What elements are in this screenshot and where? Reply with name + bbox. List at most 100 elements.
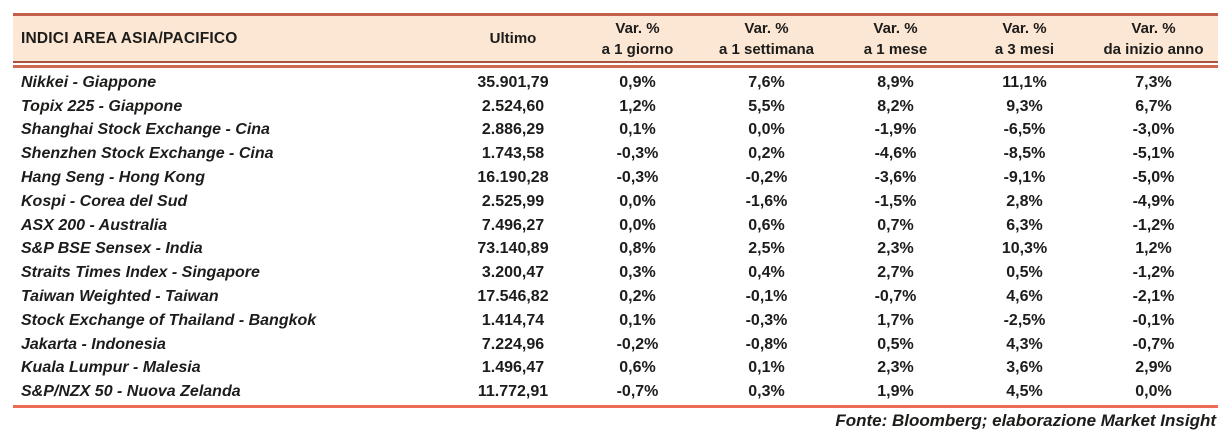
value-cell: 9,3% [1006, 97, 1043, 115]
value-cell: 4,6% [1006, 288, 1043, 306]
value-cell: 0,1% [748, 359, 785, 377]
var-percent-label: Var. % [615, 19, 660, 37]
value-cell: 5,5% [748, 97, 785, 115]
value-cell: -1,9% [874, 121, 917, 139]
value-cell: 7,3% [1135, 73, 1172, 91]
index-name: S&P/NZX 50 - Nuova Zelanda [21, 383, 241, 401]
value-cell: 73.140,89 [477, 240, 549, 258]
value-cell: -1,2% [1132, 216, 1175, 234]
value-cell: 0,0% [748, 121, 785, 139]
value-cell: -0,7% [616, 383, 659, 401]
value-cell: 1,2% [619, 97, 656, 115]
var-period-label: a 1 mese [863, 40, 928, 58]
column-header-var-3: Var. % a 3 mesi [960, 18, 1089, 60]
value-cell: 8,2% [877, 97, 914, 115]
value-cell: -0,7% [874, 288, 917, 306]
value-cell: 2.525,99 [481, 192, 545, 210]
value-cell: 0,2% [748, 145, 785, 163]
value-cell: 2,9% [1135, 359, 1172, 377]
table-source: Fonte: Bloomberg; elaborazione Market In… [835, 411, 1216, 431]
value-cell: 1.414,74 [481, 311, 545, 329]
value-cell: -1,5% [874, 192, 917, 210]
column-header-var-1: Var. % a 1 settimana [702, 18, 831, 60]
table-row: Topix 225 - Giappone 2.524,60 1,2% 5,5% 8,2%… [13, 95, 1218, 119]
table-row: Hang Seng - Hong Kong 16.190,28 -0,3% -0,2%… [13, 166, 1218, 190]
value-cell: 4,5% [1006, 383, 1043, 401]
value-cell: -1,2% [1132, 264, 1175, 282]
index-name: ASX 200 - Australia [21, 216, 168, 234]
value-cell: -5,0% [1132, 169, 1175, 187]
index-name: Shenzhen Stock Exchange - Cina [21, 145, 274, 163]
value-cell: 0,8% [619, 240, 656, 258]
value-cell: -2,1% [1132, 288, 1175, 306]
value-cell: -0,2% [745, 169, 788, 187]
value-cell: -3,6% [874, 169, 917, 187]
value-cell: 3.200,47 [481, 264, 545, 282]
value-cell: 1,7% [877, 311, 914, 329]
value-cell: 0,5% [1006, 264, 1043, 282]
value-cell: 1,2% [1135, 240, 1172, 258]
value-cell: -2,5% [1003, 311, 1046, 329]
index-name: Kuala Lumpur - Malesia [21, 359, 201, 377]
value-cell: 2,8% [1006, 192, 1043, 210]
column-header-var-0: Var. % a 1 giorno [573, 18, 702, 60]
value-cell: 8,9% [877, 73, 914, 91]
table-row: Shanghai Stock Exchange - Cina 2.886,29 0,… [13, 119, 1218, 143]
value-cell: 4,3% [1006, 335, 1043, 353]
column-header-ultimo: Ultimo [489, 30, 537, 47]
value-cell: -0,1% [1132, 311, 1175, 329]
value-cell: 0,7% [877, 216, 914, 234]
value-cell: 0,1% [619, 121, 656, 139]
value-cell: 1.743,58 [481, 145, 545, 163]
value-cell: 0,6% [619, 359, 656, 377]
index-name: Hang Seng - Hong Kong [21, 169, 205, 187]
value-cell: -0,3% [616, 145, 659, 163]
var-period-label: a 1 giorno [601, 40, 674, 58]
value-cell: -0,3% [745, 311, 788, 329]
var-period-label: a 3 mesi [994, 40, 1055, 58]
value-cell: 7,6% [748, 73, 785, 91]
value-cell: -0,8% [745, 335, 788, 353]
value-cell: 1,9% [877, 383, 914, 401]
table-row: Kospi - Corea del Sud 2.525,99 0,0% -1,6% -1… [13, 190, 1218, 214]
table-row: S&P/NZX 50 - Nuova Zelanda 11.772,91 -0,7%… [13, 380, 1218, 404]
table-row: Kuala Lumpur - Malesia 1.496,47 0,6% 0,1% 2,… [13, 357, 1218, 381]
value-cell: -4,6% [874, 145, 917, 163]
value-cell: 0,6% [748, 216, 785, 234]
index-name: Topix 225 - Giappone [21, 97, 183, 115]
table-body: Nikkei - Giappone 35.901,79 0,9% 7,6% 8,9% 11… [13, 68, 1218, 404]
value-cell: 2,7% [877, 264, 914, 282]
value-cell: 0,3% [748, 383, 785, 401]
value-cell: 0,5% [877, 335, 914, 353]
var-period-label: da inizio anno [1103, 40, 1204, 58]
value-cell: 0,1% [619, 311, 656, 329]
value-cell: 2.524,60 [481, 97, 545, 115]
value-cell: 0,2% [619, 288, 656, 306]
index-name: Nikkei - Giappone [21, 73, 157, 91]
value-cell: 11,1% [1002, 73, 1047, 91]
value-cell: -0,1% [745, 288, 788, 306]
table-row: Stock Exchange of Thailand - Bangkok 1.41… [13, 309, 1218, 333]
value-cell: 6,7% [1135, 97, 1172, 115]
value-cell: -4,9% [1132, 192, 1175, 210]
table-row: Straits Times Index - Singapore 3.200,47 0… [13, 261, 1218, 285]
var-percent-label: Var. % [744, 19, 789, 37]
value-cell: -1,6% [745, 192, 788, 210]
value-cell: 2,5% [748, 240, 785, 258]
table-row: ASX 200 - Australia 7.496,27 0,0% 0,6% 0,7% 6… [13, 214, 1218, 238]
table-title: INDICI AREA ASIA/PACIFICO [21, 29, 238, 47]
var-percent-label: Var. % [873, 19, 918, 37]
index-name: Shanghai Stock Exchange - Cina [21, 121, 270, 139]
table-row: Shenzhen Stock Exchange - Cina 1.743,58 -0… [13, 142, 1218, 166]
value-cell: -0,7% [1132, 335, 1175, 353]
value-cell: 10,3% [1001, 240, 1048, 258]
column-header-var-2: Var. % a 1 mese [831, 18, 960, 60]
value-cell: 7.496,27 [481, 216, 545, 234]
value-cell: -9,1% [1003, 169, 1046, 187]
var-period-label: a 1 settimana [718, 40, 815, 58]
header-underline [13, 65, 1218, 68]
index-name: Stock Exchange of Thailand - Bangkok [21, 311, 317, 329]
value-cell: 0,0% [619, 192, 656, 210]
index-name: S&P BSE Sensex - India [21, 240, 203, 258]
table-bottom-rule [13, 405, 1218, 409]
